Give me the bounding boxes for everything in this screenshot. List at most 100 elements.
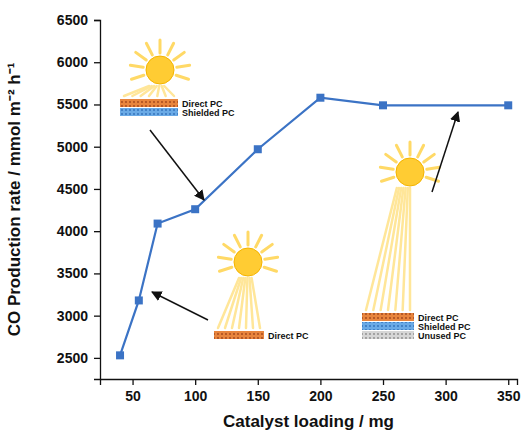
catalyst-layer [120,108,178,116]
x-tick-label: 300 [434,388,458,404]
x-tick: 50 [125,379,141,404]
x-tick: 300 [434,379,458,404]
sun-ray [424,154,435,162]
y-tick-mark [94,231,100,232]
catalyst-layer [362,322,414,330]
x-tick-label: 150 [247,388,271,404]
arrow [150,130,204,200]
sun-ray [159,40,162,53]
catalyst-layer [362,331,414,339]
y-tick-label: 5500 [57,96,88,112]
x-tick: 350 [497,379,521,404]
y-tick: 3000 [57,308,100,324]
sun-ray [396,145,402,157]
sun-ray [386,154,397,162]
arrow [432,112,458,192]
data-point [135,296,143,304]
data-point [191,205,199,213]
sun-ray [174,52,185,60]
y-tick-label: 6500 [57,12,88,28]
y-tick: 4500 [57,181,100,197]
y-tick-mark [94,20,100,21]
y-tick: 3500 [57,265,100,281]
plot-area: 50 100 150 200 250 300 350 2500 3000 3500 4000 4500… [57,12,521,404]
light-beam [409,188,412,310]
sun-ray [427,167,440,169]
inset: Direct PCShielded PCUnused PC [362,142,471,341]
sun-ray [224,244,235,252]
x-tick-mark [320,379,321,385]
sun-ray [262,244,273,252]
y-tick: 2500 [57,350,100,366]
x-tick: 150 [247,379,271,404]
y-tick-mark [94,189,100,190]
layer-label: Unused PC [418,331,467,341]
sun [234,248,262,276]
catalyst-layer [214,331,264,339]
y-tick-mark [94,315,100,316]
sun-ray [409,142,412,155]
data-point [254,145,262,153]
layer-label: Direct PC [268,331,309,341]
arrow [152,292,208,320]
y-axis-line [94,21,101,380]
x-tick-mark [258,379,259,385]
sun-ray [380,167,393,169]
sun-ray [264,267,276,271]
x-tick-mark [132,379,133,385]
x-tick-label: 100 [184,388,208,404]
x-tick-mark [508,379,509,385]
light-beam [164,86,174,96]
sun-ray [146,43,152,55]
sun [146,56,174,84]
x-tick-label: 200 [309,388,333,404]
y-tick: 4000 [57,223,100,239]
sun-ray [130,65,143,67]
x-tick: 200 [309,379,333,404]
data-point [504,101,512,109]
sun-ray [131,75,143,79]
y-tick: 6000 [57,54,100,70]
layer-label: Shielded PC [182,108,235,118]
catalyst-layer [120,99,178,107]
data-point [154,220,162,228]
y-tick: 5500 [57,96,100,112]
y-tick-label: 4500 [57,181,88,197]
sun-ray [168,43,174,55]
light-beam [239,278,245,328]
catalyst-layer [362,313,414,321]
chart: 50 100 150 200 250 300 350 2500 3000 3500 4000 4500… [0,0,531,437]
sun-ray [381,177,393,181]
y-tick-mark [94,147,100,148]
y-tick-label: 3000 [57,308,88,324]
y-tick-label: 5000 [57,139,88,155]
sun-ray [177,65,190,67]
y-tick-label: 4000 [57,223,88,239]
sun-ray [418,145,424,157]
sun-ray [256,235,262,247]
inset: Direct PCShielded PC [120,40,235,118]
sun-ray [247,232,250,245]
y-tick-label: 2500 [57,350,88,366]
y-tick-mark [94,273,100,274]
data-layer [116,94,512,360]
sun-ray [136,52,147,60]
inset: Direct PC [214,232,309,341]
y-axis-title: CO Production rate / mmol m⁻² h⁻¹ [5,62,24,336]
light-beam [403,188,408,310]
y-tick-label: 6000 [57,54,88,70]
x-tick-label: 50 [125,388,141,404]
y-tick-mark [94,358,100,359]
y-axis: 2500 3000 3500 4000 4500 5000 5500 6000 6500 [57,12,101,380]
sun-ray [265,257,278,259]
light-beam [157,86,159,96]
series-line [120,98,508,356]
y-tick: 6500 [57,12,100,28]
data-point [116,351,124,359]
x-tick: 250 [372,379,396,404]
sun [396,158,424,186]
light-beam [252,278,260,328]
sun-ray [219,267,231,271]
x-tick-label: 250 [372,388,396,404]
x-tick: 100 [184,379,208,404]
